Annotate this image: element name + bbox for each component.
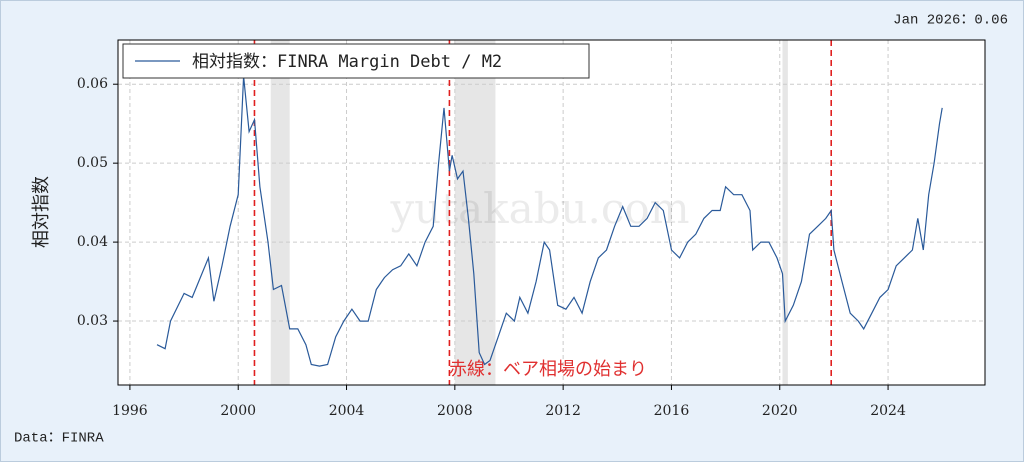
x-tick-label: 2004 <box>329 403 365 419</box>
y-tick-label: 0.03 <box>77 313 108 329</box>
x-tick-label: 2012 <box>545 403 581 419</box>
legend-label: 相対指数：FINRA Margin Debt / M2 <box>192 52 502 72</box>
recession-band <box>782 40 788 385</box>
x-tick-label: 2008 <box>437 403 473 419</box>
recession-band <box>454 40 496 385</box>
plot-area <box>118 40 985 385</box>
x-tick-label: 2024 <box>870 403 906 419</box>
data-line <box>156 76 943 367</box>
y-tick-label: 0.06 <box>77 76 108 92</box>
x-tick-label: 2016 <box>654 403 690 419</box>
source: Data：FINRA <box>14 431 104 447</box>
watermark: yutakabu.com <box>389 184 689 233</box>
recession-band <box>270 40 290 385</box>
y-axis-label: 相対指数 <box>31 176 52 248</box>
x-tick-label: 2020 <box>762 403 798 419</box>
y-tick-label: 0.05 <box>77 155 108 171</box>
x-tick-label: 1996 <box>112 403 148 419</box>
x-tick-label: 2000 <box>220 403 256 419</box>
annotation: 赤線：ベア相場の始まり <box>449 359 647 380</box>
y-tick-label: 0.04 <box>77 234 108 250</box>
plot-frame <box>117 39 986 386</box>
latest-label: Jan 2026：0.06 <box>893 13 1008 29</box>
legend-box <box>122 43 590 79</box>
